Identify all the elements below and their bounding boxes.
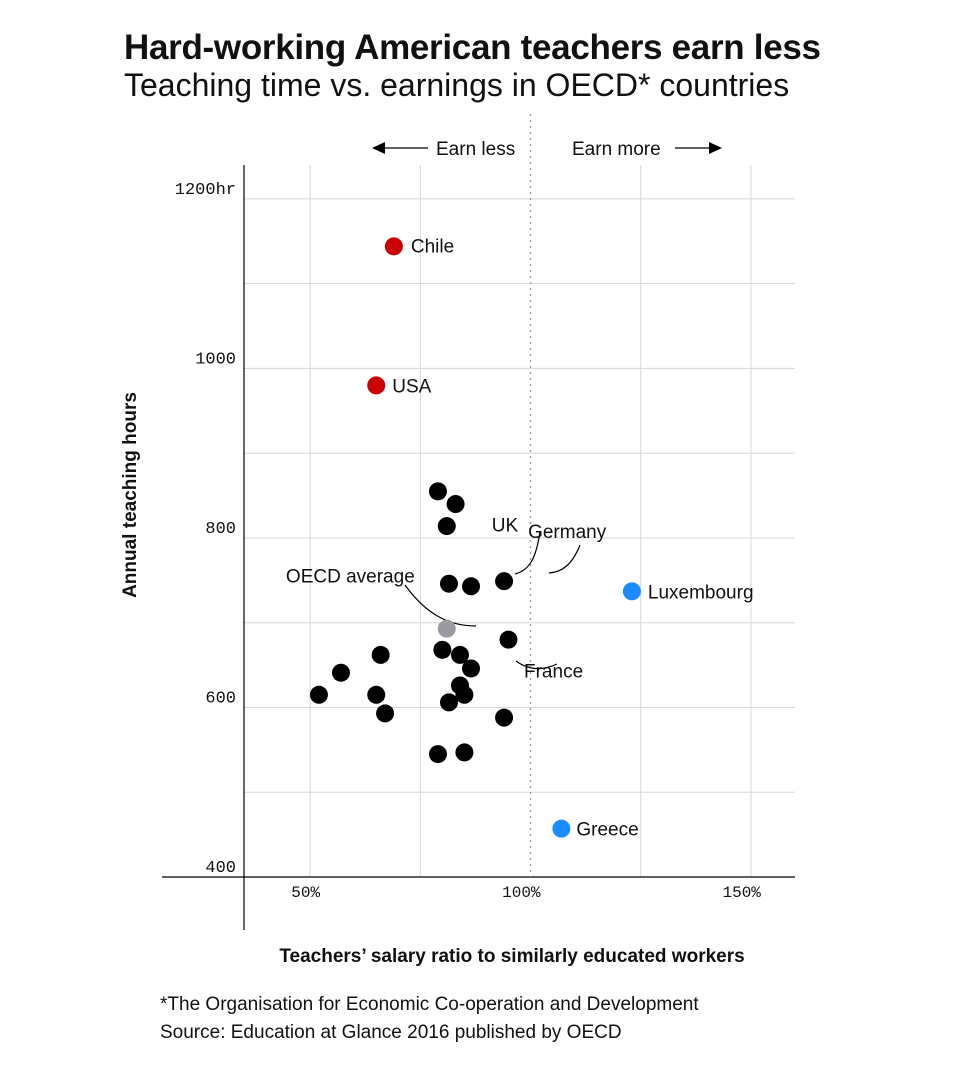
france-leader-line (515, 660, 558, 670)
data-point-france (462, 659, 481, 678)
chart-subtitle: Teaching time vs. earnings in OECD* coun… (124, 67, 790, 103)
y-tick-label: 1000 (195, 350, 236, 369)
data-point-oecd-average (437, 619, 456, 638)
point-label-uk: UK (492, 515, 519, 536)
x-axis-title: Teachers’ salary ratio to similarly educ… (279, 946, 744, 967)
data-point-uk (462, 577, 481, 596)
data-point-unlabeled (499, 630, 518, 649)
x-tick-label: 150% (723, 884, 762, 902)
data-point-germany (495, 572, 514, 591)
point-label-greece: Greece (576, 820, 638, 841)
x-tick-label: 50% (291, 884, 320, 902)
earn-more-label: Earn more (572, 139, 661, 160)
y-tick-label: 800 (205, 520, 236, 539)
direction-indicators: Earn less Earn more (372, 139, 722, 160)
scatter-chart: Earn less Earn more 40060080010001200hr … (120, 114, 795, 967)
data-point-unlabeled (371, 645, 390, 664)
source-text: Source: Education at Glance 2016 publish… (160, 1022, 622, 1043)
data-point-unlabeled (495, 708, 514, 727)
data-point-chile (384, 237, 403, 256)
point-label-chile: Chile (411, 236, 454, 257)
point-label-luxembourg: Luxembourg (648, 582, 754, 603)
data-point-unlabeled (455, 743, 474, 762)
data-point-unlabeled (439, 574, 458, 593)
y-tick-label: 400 (205, 859, 236, 878)
data-point-unlabeled (446, 495, 465, 514)
earn-less-label: Earn less (436, 139, 515, 160)
data-point-unlabeled (437, 517, 456, 536)
point-labels: Chile USA Luxembourg Greece OECD average UK Ge… (286, 236, 754, 840)
arrow-right-icon (709, 142, 722, 154)
axes (162, 165, 795, 930)
chart-title: Hard-working American teachers earn less (124, 28, 821, 67)
x-tick-label: 100% (502, 884, 541, 902)
uk-leader-line (514, 531, 541, 575)
point-label-france: France (524, 661, 583, 682)
footnote-text: *The Organisation for Economic Co-operat… (160, 994, 699, 1015)
data-point-unlabeled (376, 704, 395, 723)
oecd-average-leader-line (404, 584, 477, 627)
arrow-left-icon (372, 142, 385, 154)
data-point-unlabeled (450, 645, 469, 664)
data-point-luxembourg (622, 582, 641, 601)
y-tick-labels: 400 600 800 1000 1200hr (175, 181, 236, 878)
data-point-unlabeled (331, 663, 350, 682)
data-point-unlabeled (428, 745, 447, 764)
data-point-unlabeled (428, 482, 447, 501)
data-point-unlabeled (455, 685, 474, 704)
y-axis-title: Annual teaching hours (120, 392, 141, 598)
data-point-unlabeled (439, 693, 458, 712)
data-point-usa (367, 376, 386, 395)
y-tick-label: 600 (205, 689, 236, 708)
point-label-usa: USA (392, 376, 431, 397)
data-point-unlabeled (433, 640, 452, 659)
data-point-unlabeled (309, 685, 328, 704)
point-label-germany: Germany (528, 522, 607, 543)
data-points (309, 237, 641, 838)
x-tick-labels: 50% 100% 150% (291, 884, 761, 902)
data-point-greece (552, 819, 571, 838)
germany-leader-line (548, 544, 581, 574)
y-tick-label: 1200hr (175, 181, 236, 200)
point-label-oecd-average: OECD average (286, 567, 415, 588)
data-point-unlabeled (367, 685, 386, 704)
label-leader-lines (404, 531, 581, 670)
grid-lines (244, 165, 795, 877)
